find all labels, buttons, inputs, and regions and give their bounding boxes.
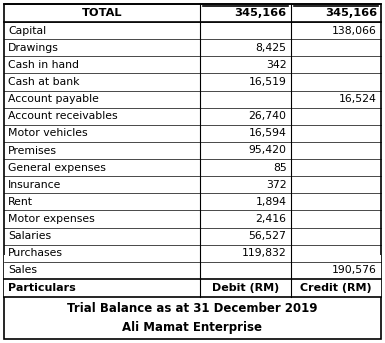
Text: Cash in hand: Cash in hand — [8, 60, 79, 70]
Text: 56,527: 56,527 — [249, 231, 286, 241]
Text: Motor vehicles: Motor vehicles — [8, 128, 88, 138]
Text: Sales: Sales — [8, 265, 37, 275]
Text: 16,519: 16,519 — [249, 77, 286, 87]
Text: 85: 85 — [273, 163, 286, 173]
Text: TOTAL: TOTAL — [82, 8, 122, 18]
Text: Credit (RM): Credit (RM) — [300, 283, 372, 293]
Text: Insurance: Insurance — [8, 180, 61, 190]
Text: Rent: Rent — [8, 197, 33, 207]
Text: Premises: Premises — [8, 145, 57, 155]
Text: 138,066: 138,066 — [332, 26, 377, 36]
Text: Ali Mamat Enterprise: Ali Mamat Enterprise — [122, 321, 263, 334]
Text: 372: 372 — [266, 180, 286, 190]
Text: Purchases: Purchases — [8, 248, 63, 258]
Text: Account receivables: Account receivables — [8, 111, 118, 121]
Text: 342: 342 — [266, 60, 286, 70]
Text: Drawings: Drawings — [8, 43, 59, 53]
Text: Capital: Capital — [8, 26, 46, 36]
Text: Debit (RM): Debit (RM) — [212, 283, 279, 293]
Text: 26,740: 26,740 — [249, 111, 286, 121]
Text: 95,420: 95,420 — [249, 145, 286, 155]
Text: Account payable: Account payable — [8, 94, 99, 104]
Text: Motor expenses: Motor expenses — [8, 214, 95, 224]
Bar — [4, 261, 381, 279]
Text: General expenses: General expenses — [8, 163, 106, 173]
Text: 16,594: 16,594 — [249, 128, 286, 138]
Text: 345,166: 345,166 — [325, 8, 377, 18]
Text: 1,894: 1,894 — [256, 197, 286, 207]
Text: 190,576: 190,576 — [332, 265, 377, 275]
Text: 2,416: 2,416 — [256, 214, 286, 224]
Text: 16,524: 16,524 — [339, 94, 377, 104]
Text: Cash at bank: Cash at bank — [8, 77, 79, 87]
Text: Salaries: Salaries — [8, 231, 51, 241]
Text: 8,425: 8,425 — [256, 43, 286, 53]
Text: 119,832: 119,832 — [242, 248, 286, 258]
Bar — [4, 255, 381, 297]
Text: Particulars: Particulars — [8, 283, 76, 293]
Text: 345,166: 345,166 — [234, 8, 286, 18]
Text: Trial Balance as at 31 December 2019: Trial Balance as at 31 December 2019 — [67, 302, 318, 315]
